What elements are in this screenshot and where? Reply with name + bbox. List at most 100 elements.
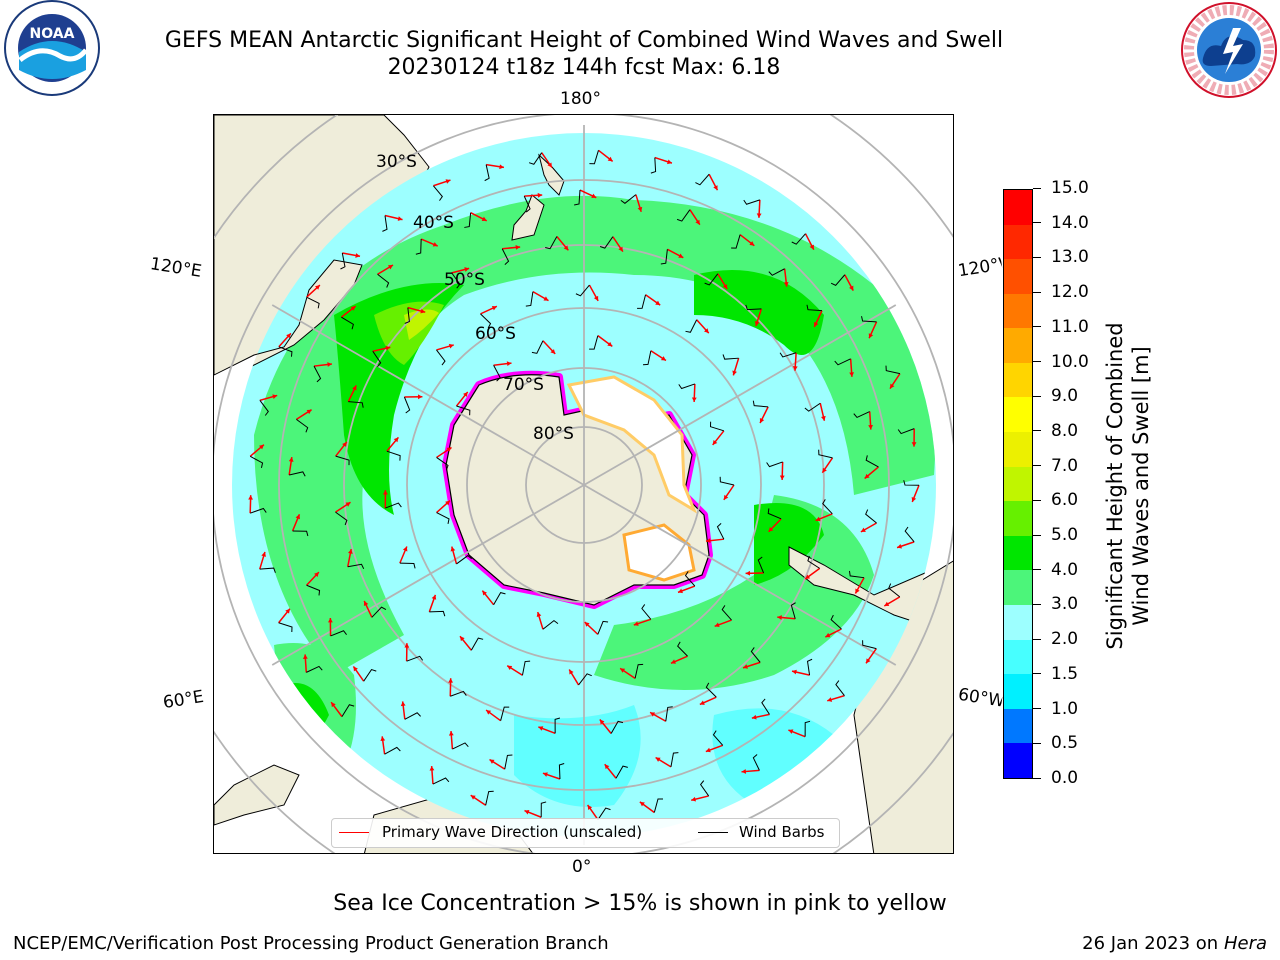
wind-barb <box>500 706 510 721</box>
run-date-text: 26 Jan 2023 on <box>1082 933 1219 954</box>
wind-barb <box>597 807 611 820</box>
wave-arrow-head <box>768 526 774 532</box>
wave-arrow-head <box>805 574 811 579</box>
wind-barb <box>699 780 710 797</box>
wind-barb <box>330 630 347 637</box>
legend-wave-line <box>339 832 369 833</box>
wave-arrow-head <box>713 185 718 191</box>
wave-arrow-head <box>481 216 487 221</box>
wind-barb <box>853 411 870 419</box>
wave-arrow-head <box>543 296 549 301</box>
colorbar-tick: 15.0 <box>1033 178 1089 198</box>
legend-wave-label: Primary Wave Direction (unscaled) <box>382 823 643 841</box>
legend-wind-label: Wind Barbs <box>739 823 825 841</box>
wind-barb <box>665 706 673 722</box>
wave-arrow-head <box>397 216 403 221</box>
wave-arrow-head <box>849 372 855 377</box>
colorbar-segment <box>1004 466 1032 502</box>
wind-barbs <box>249 150 920 820</box>
wave-arrow-head <box>315 285 320 290</box>
wave-arrow-head <box>272 394 278 399</box>
wave-arrow-head <box>404 643 410 648</box>
wind-barb <box>432 777 450 785</box>
wind-barb <box>429 610 446 617</box>
wave-arrow-head <box>445 179 451 184</box>
wind-barb <box>436 457 449 471</box>
wave-arrow-head <box>723 494 729 500</box>
wave-arrow-head <box>705 538 711 544</box>
wave-arrow-head <box>745 570 751 576</box>
wave-arrow-head <box>825 632 831 638</box>
colorbar-tick: 0.5 <box>1033 733 1078 753</box>
wind-barb <box>456 555 472 565</box>
wave-arrow-head <box>815 516 821 522</box>
wind-barb <box>525 291 534 307</box>
wave-arrow-head <box>777 615 782 620</box>
wave-arrow-head <box>743 664 748 669</box>
wave-arrow-head <box>637 206 643 212</box>
wind-barb <box>450 690 467 697</box>
wave-arrow-head <box>342 441 347 447</box>
wave-arrow-head <box>448 678 453 683</box>
wave-arrow-head <box>506 361 512 367</box>
wind-barb <box>404 712 421 720</box>
noaa-logo: NOAA <box>0 0 105 100</box>
wind-barb <box>542 620 559 630</box>
wave-arrow-head <box>302 654 308 659</box>
wind-barb <box>761 698 770 715</box>
colorbar-segment <box>1004 328 1032 363</box>
wind-barb <box>436 349 446 366</box>
wind-barb <box>399 562 416 569</box>
wind-barb <box>719 476 735 486</box>
wave-height-field <box>232 133 936 837</box>
colorbar-segment <box>1004 224 1032 260</box>
wave-arrow-head <box>792 366 798 371</box>
colorbar-segment <box>1004 708 1032 744</box>
meridian-line <box>583 484 897 666</box>
lon-label-120e: 120°E <box>148 254 203 282</box>
wind-barb <box>834 358 851 366</box>
wind-barb <box>493 365 501 382</box>
polar-map <box>214 115 953 853</box>
wave-arrow-head <box>420 308 426 314</box>
colorbar-tick: 11.0 <box>1033 317 1089 337</box>
colorbar-tick: 1.0 <box>1033 699 1078 719</box>
wave-arrow-head <box>380 736 386 742</box>
wind-barb <box>804 720 811 737</box>
wind-barb <box>558 763 565 780</box>
lat-label-80s: 80°S <box>533 424 574 444</box>
wave-arrow-head <box>417 394 423 400</box>
wind-barb <box>779 352 797 358</box>
wind-barb <box>296 418 309 433</box>
wind-barb <box>634 663 644 679</box>
colorbar-segment <box>1004 535 1032 571</box>
wave-arrow-head <box>884 601 890 607</box>
wave-arrow-head <box>704 328 709 334</box>
wind-barb <box>767 508 782 520</box>
wind-barb <box>642 350 652 366</box>
wave-arrow-head <box>515 245 521 250</box>
wave-arrow-head <box>695 219 700 225</box>
wave-arrow-head <box>547 162 552 168</box>
wave-arrow-head <box>584 622 590 627</box>
wave-arrow-head <box>699 700 705 705</box>
wind-barb <box>292 530 309 537</box>
colorbar-label: Significant Height of Combined Wind Wave… <box>1102 322 1154 649</box>
wind-barb <box>470 637 484 651</box>
wind-barb <box>259 400 269 416</box>
wind-barb <box>493 592 506 605</box>
wind-barb <box>743 199 761 205</box>
wind-barb <box>347 563 365 570</box>
wave-arrow-head <box>448 731 454 736</box>
wind-barb <box>904 526 915 543</box>
wind-barb <box>888 583 901 598</box>
wind-barb <box>670 752 679 767</box>
wind-barb <box>480 313 492 329</box>
wind-barb <box>704 273 719 286</box>
nws-logo <box>1177 0 1280 100</box>
wave-arrow-head <box>591 193 597 198</box>
wave-arrow-head <box>821 415 826 421</box>
wind-barb <box>384 746 401 755</box>
wave-arrow-head <box>788 729 794 734</box>
wind-barb <box>830 614 842 630</box>
